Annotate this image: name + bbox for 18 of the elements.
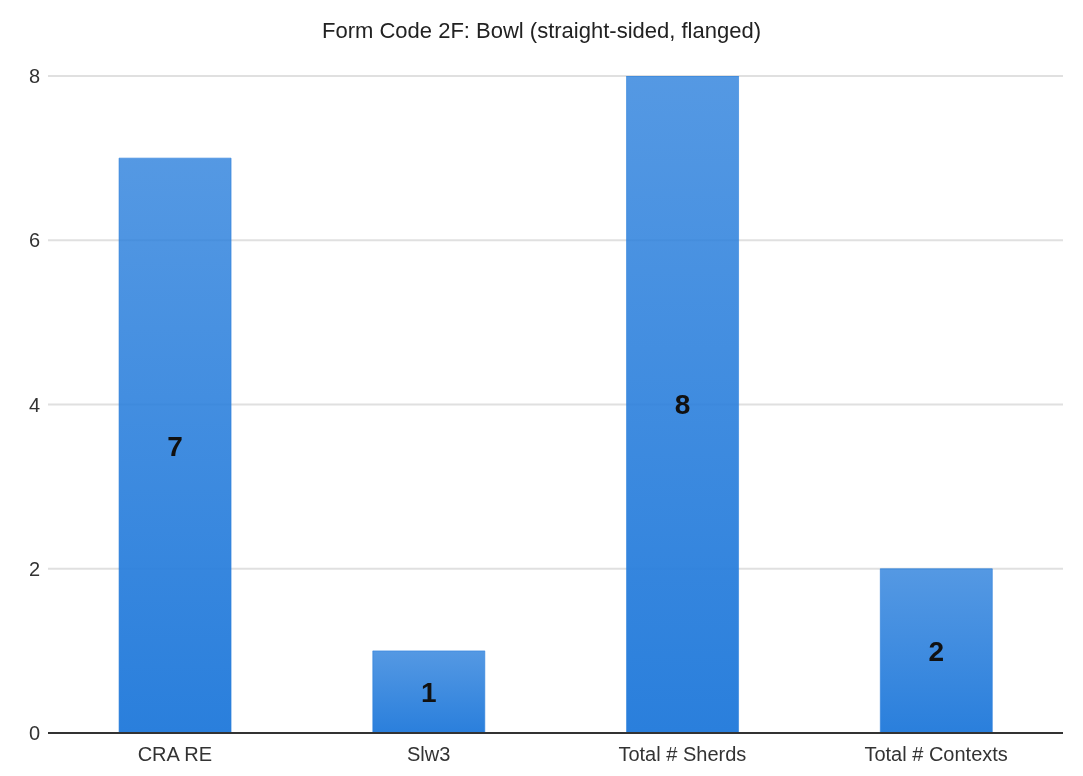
data-label: 1 [421,676,437,708]
x-tick-label: CRA RE [137,743,213,766]
bar [626,76,740,733]
data-label: 8 [674,389,691,421]
y-tick-label: 2 [28,557,40,580]
bar [879,568,993,733]
data-label: 7 [167,430,183,462]
bar [372,650,486,733]
data-label: 2 [928,635,945,667]
x-tick-label: Total # Contexts [864,743,1008,766]
y-tick-label: 8 [28,65,40,88]
y-tick-label: 0 [28,722,40,745]
y-tick-label: 6 [28,229,40,252]
x-tick-label: Slw3 [406,743,451,766]
bar [118,157,232,733]
chart-title: Form Code 2F: Bowl (straight-sided, flanged) [321,17,762,45]
y-tick-label: 4 [28,393,40,416]
x-tick-label: Total # Sherds [618,743,747,766]
